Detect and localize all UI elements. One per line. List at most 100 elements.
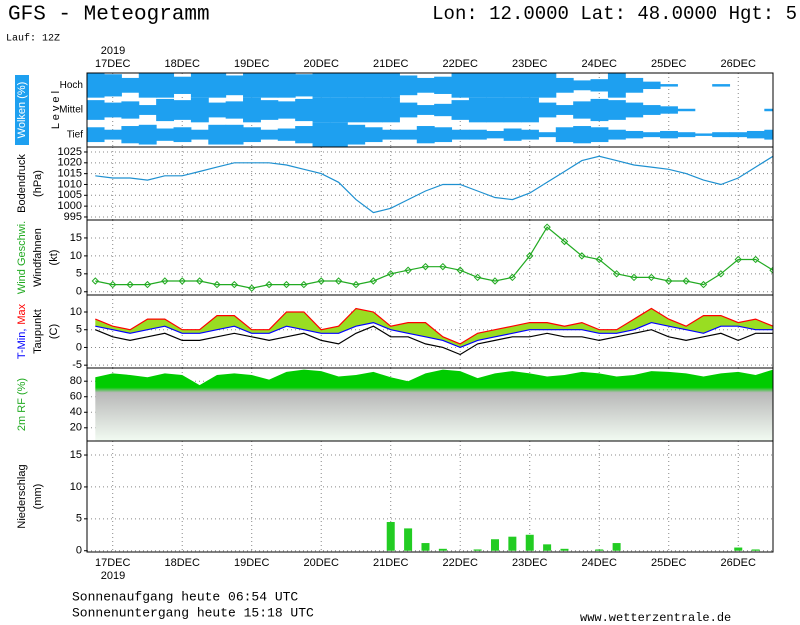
marker bbox=[473, 273, 482, 282]
x-tick-label-top: 22DEC bbox=[442, 58, 478, 70]
bar bbox=[525, 534, 534, 551]
cloud-cell bbox=[451, 129, 470, 140]
cloud-cell bbox=[399, 102, 418, 118]
y-axis-label: Taupunkt bbox=[32, 309, 44, 354]
cloud-cell bbox=[642, 132, 661, 138]
marker bbox=[317, 277, 325, 285]
cloud-cell bbox=[399, 75, 418, 96]
cloud-cell bbox=[138, 124, 157, 145]
run: Lauf: 12Z bbox=[6, 33, 60, 45]
cloud-cell bbox=[277, 73, 296, 98]
series-line bbox=[95, 307, 773, 345]
marker bbox=[248, 284, 256, 292]
y-axis-label: Niederschlag bbox=[16, 464, 28, 528]
marker bbox=[91, 277, 100, 285]
cloud-cell bbox=[260, 129, 279, 140]
cloud-cell bbox=[347, 124, 366, 145]
y-axis-label: (C) bbox=[48, 324, 60, 339]
cloud-cell bbox=[295, 98, 314, 122]
bar bbox=[421, 543, 430, 551]
cloud-cell bbox=[625, 130, 644, 139]
cloud-cell bbox=[382, 129, 400, 140]
x-tick-label-bottom: 26DEC bbox=[721, 557, 757, 569]
cloud-cell bbox=[486, 73, 505, 98]
cloud-cell bbox=[573, 80, 592, 91]
cloud-cell bbox=[329, 73, 348, 98]
marker bbox=[647, 273, 656, 282]
cloud-cell bbox=[625, 102, 644, 118]
source: www.wetterzentrale.de bbox=[580, 611, 731, 625]
x-tick-label-bottom: 21DEC bbox=[373, 557, 409, 569]
cloud-cell bbox=[190, 97, 209, 123]
y-axis-label-part: 2m RF (%) bbox=[16, 378, 28, 431]
cloud-cell bbox=[156, 128, 175, 141]
cloud-cell bbox=[87, 73, 105, 98]
cloud-cell bbox=[260, 73, 279, 98]
x-tick-label-bottom: 25DEC bbox=[651, 557, 687, 569]
sunset: Sonnenuntergang heute 15:18 UTC bbox=[72, 605, 314, 620]
title: GFS - Meteogramm bbox=[8, 4, 210, 27]
cloud-cell bbox=[607, 100, 626, 120]
marker bbox=[456, 266, 464, 274]
cloud-cell bbox=[87, 127, 105, 143]
cloud-cell bbox=[694, 133, 713, 136]
cloud-cell bbox=[225, 124, 244, 145]
year-top: 2019 bbox=[101, 45, 125, 57]
y-axis-label-part: (mm) bbox=[32, 484, 44, 510]
bar bbox=[386, 522, 395, 551]
marker bbox=[595, 255, 603, 264]
marker bbox=[282, 280, 291, 289]
cloud-cell bbox=[277, 128, 296, 141]
cloud-cell bbox=[555, 105, 574, 115]
cloud-cell bbox=[364, 97, 383, 123]
panel-background bbox=[87, 441, 773, 552]
bar bbox=[404, 528, 413, 551]
y-tick-label: 20 bbox=[70, 422, 82, 434]
cloud-cell bbox=[660, 106, 678, 114]
marker bbox=[717, 270, 725, 278]
y-axis-label: (kt) bbox=[48, 250, 60, 266]
marker bbox=[126, 280, 134, 289]
y-axis-label-part: Wolken (%) bbox=[16, 82, 28, 139]
y-tick-label: 10 bbox=[70, 250, 82, 262]
cloud-cell bbox=[555, 77, 574, 93]
y-tick-label: 80 bbox=[70, 375, 82, 387]
marker bbox=[334, 277, 343, 285]
cloud-cell bbox=[468, 97, 487, 123]
y-tick-label: 1000 bbox=[58, 200, 82, 212]
y-axis-label-part: T-Min, bbox=[16, 329, 28, 360]
y-axis-label-part: Taupunkt bbox=[32, 309, 44, 354]
y-axis-label: Bodendruck bbox=[16, 154, 28, 213]
y-axis-label: Wind Geschwi. bbox=[16, 221, 28, 294]
cloud-cell bbox=[364, 127, 383, 143]
cloud-cell bbox=[503, 73, 522, 98]
marker bbox=[508, 273, 517, 282]
cloud-cell bbox=[87, 100, 105, 120]
cloud-cell bbox=[590, 127, 609, 143]
x-tick-label-bottom: 17DEC bbox=[95, 557, 131, 569]
bar bbox=[438, 548, 447, 551]
cloud-cell bbox=[660, 130, 678, 139]
marker bbox=[630, 273, 638, 282]
x-tick-label-bottom: 24DEC bbox=[582, 557, 618, 569]
marker bbox=[560, 237, 569, 246]
cloud-cell bbox=[295, 74, 314, 97]
marker bbox=[665, 277, 673, 285]
marker bbox=[769, 266, 773, 274]
cloud-cell bbox=[104, 74, 122, 97]
cloud-cell bbox=[312, 122, 331, 147]
ylabel-background bbox=[15, 75, 29, 145]
y-axis-label: Wolken (%) bbox=[16, 82, 28, 139]
panel-cloud bbox=[87, 73, 773, 147]
y-tick-label: 0 bbox=[76, 545, 82, 557]
cloud-cell bbox=[521, 73, 539, 98]
cloud-cell bbox=[416, 105, 435, 115]
cloud-cell bbox=[329, 122, 348, 147]
cloud-cell bbox=[503, 128, 522, 141]
y-axis-label: Windfahnen bbox=[32, 228, 44, 287]
cloud-cell bbox=[451, 73, 470, 98]
marker bbox=[265, 280, 273, 289]
panel-line bbox=[87, 147, 773, 220]
marker bbox=[143, 280, 152, 289]
cloud-cell bbox=[555, 127, 574, 143]
